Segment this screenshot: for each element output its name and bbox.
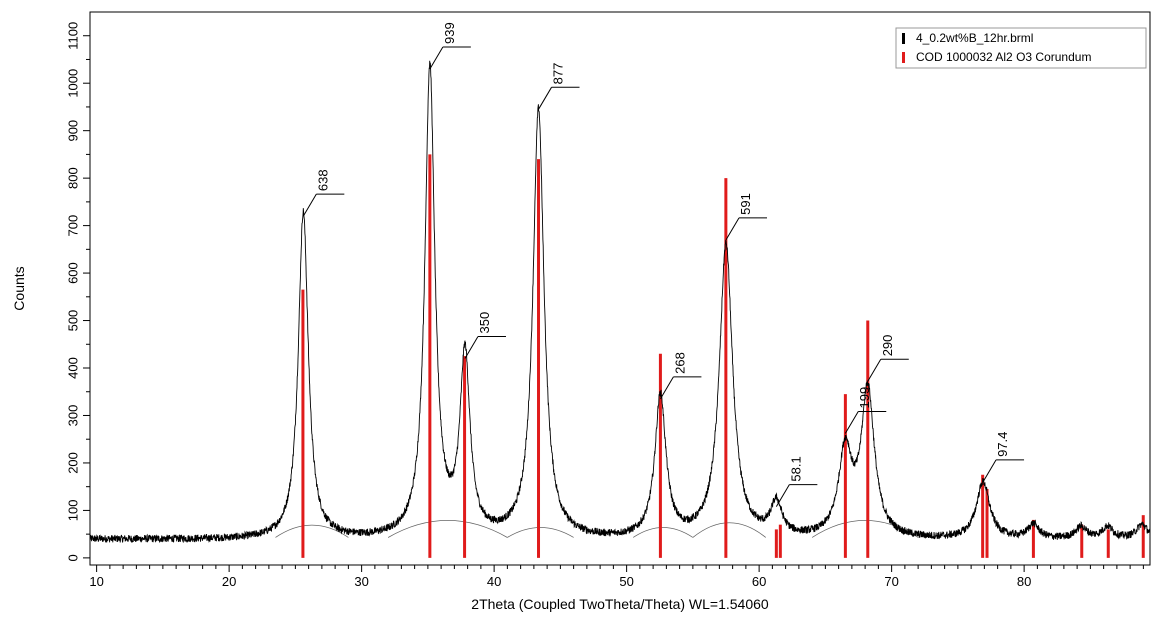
background-arc: [692, 522, 767, 538]
peak-leader: [867, 359, 882, 382]
peak-labels: 638 939 350 877 268 591 58.1 199 290 97.4: [302, 22, 1025, 507]
peak-leader: [464, 336, 479, 359]
peak-label-text: 591: [738, 193, 753, 215]
legend-entry: COD 1000032 Al2 O3 Corundum: [916, 50, 1091, 64]
reference-sticks: [301, 154, 1145, 558]
y-tick-label: 1100: [66, 22, 81, 50]
peak-label: 638: [302, 169, 345, 217]
peak-label: 350: [464, 312, 506, 359]
background-arcs: [275, 519, 919, 538]
peak-label: 591: [725, 193, 767, 241]
peak-label-text: 939: [442, 22, 457, 44]
peak-leader: [429, 46, 444, 70]
pattern-line: [89, 60, 1151, 544]
legend-swatch: [902, 52, 905, 63]
x-axis: 10 20 30 40 50 60 70 80: [89, 565, 1144, 589]
legend-swatch: [902, 33, 905, 44]
y-axis: 0 100 200 300 400 500 600 700 800 900 1000 1100: [66, 22, 90, 561]
y-tick-label: 100: [66, 500, 81, 522]
y-tick-label: 200: [66, 452, 81, 474]
peak-leader: [302, 193, 317, 217]
peak-label: 268: [659, 352, 702, 400]
peak-leader: [538, 87, 552, 110]
y-tick-label: 600: [66, 262, 81, 284]
plot-border: [89, 11, 1151, 566]
peak-label: 58.1: [775, 456, 818, 507]
legend-box: [895, 27, 1147, 69]
peak-leader: [982, 459, 997, 483]
peak-leader: [659, 376, 674, 400]
x-tick-label: 60: [752, 574, 766, 589]
y-tick-label: 300: [66, 405, 81, 427]
y-tick-label: 700: [66, 215, 81, 237]
background-arc: [507, 527, 574, 538]
peak-label-text: 268: [672, 352, 687, 374]
y-tick-label: 1000: [66, 69, 81, 98]
peak-label: 877: [538, 63, 580, 110]
peak-label-text: 290: [880, 335, 895, 357]
x-axis-title: 2Theta (Coupled TwoTheta/Theta) WL=1.540…: [471, 596, 769, 612]
x-tick-label: 70: [884, 574, 898, 589]
peak-leader: [775, 484, 790, 507]
peak-label-text: 58.1: [788, 456, 803, 481]
peak-label-text: 97.4: [995, 432, 1010, 457]
peak-label: 290: [867, 335, 909, 382]
y-tick-label: 0: [66, 554, 81, 561]
y-tick-label: 500: [66, 310, 81, 332]
background-arc: [633, 527, 694, 538]
peak-leader: [844, 411, 859, 434]
y-axis-title: Counts: [11, 266, 27, 310]
peak-label: 97.4: [982, 432, 1025, 483]
x-tick-label: 80: [1017, 574, 1031, 589]
peak-label-text: 877: [551, 63, 566, 85]
diffraction-pattern: [89, 60, 1151, 544]
peak-label: 939: [429, 22, 471, 70]
y-tick-label: 400: [66, 357, 81, 379]
peak-label-text: 638: [315, 169, 330, 191]
x-tick-label: 10: [89, 574, 103, 589]
peak-label-text: 199: [857, 387, 872, 409]
x-tick-label: 30: [354, 574, 368, 589]
peak-leader: [725, 217, 740, 241]
x-tick-label: 40: [487, 574, 501, 589]
peak-label-text: 350: [477, 312, 492, 334]
plot-frame: [89, 11, 1151, 566]
y-tick-label: 900: [66, 120, 81, 142]
y-tick-label: 800: [66, 167, 81, 189]
x-tick-label: 20: [222, 574, 236, 589]
legend-entry: 4_0.2wt%B_12hr.brml: [916, 31, 1033, 45]
x-tick-label: 50: [619, 574, 633, 589]
legend: 4_0.2wt%B_12hr.brml COD 1000032 Al2 O3 Co…: [895, 27, 1147, 69]
peak-label: 199: [844, 387, 887, 434]
background-arc: [387, 519, 508, 538]
